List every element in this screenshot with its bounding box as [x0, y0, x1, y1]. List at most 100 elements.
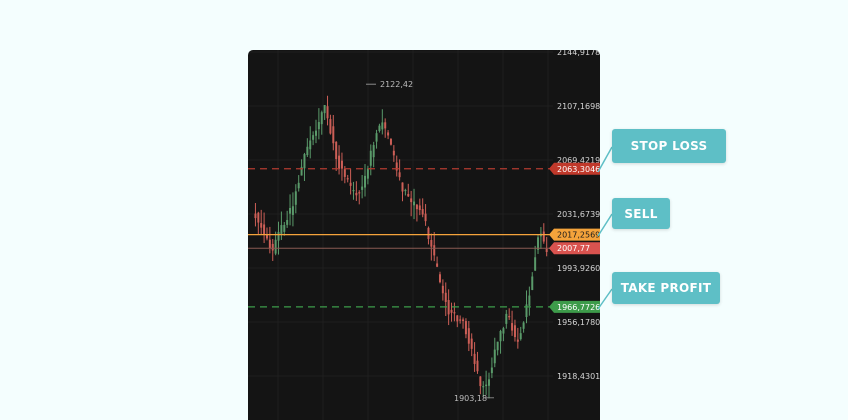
- candle-body: [349, 182, 352, 186]
- candle-body: [387, 132, 390, 136]
- sell-callout: SELL: [612, 198, 670, 229]
- candle-body: [361, 186, 364, 190]
- candle-body: [332, 126, 335, 144]
- candle-body: [395, 162, 398, 171]
- candle-body: [430, 240, 433, 247]
- candle-body: [257, 212, 260, 223]
- price-tick-label: 1956,17807: [557, 318, 600, 327]
- candle-body: [488, 379, 491, 386]
- take-profit-callout: TAKE PROFIT: [612, 272, 720, 304]
- entry-tag: [549, 228, 600, 241]
- candle-body: [265, 234, 268, 239]
- candle-body: [447, 300, 450, 315]
- candle-body: [421, 209, 424, 215]
- stop-loss-callout: STOP LOSS: [612, 129, 726, 163]
- candle-body: [404, 189, 407, 192]
- candle-body: [424, 213, 427, 222]
- candle-body: [398, 172, 401, 178]
- candle-body: [297, 182, 300, 189]
- candle-body: [312, 135, 315, 140]
- candle-body: [511, 323, 514, 331]
- candle-body: [369, 150, 372, 166]
- price-tick-label: 2107,16987: [557, 102, 600, 111]
- candle-body: [470, 338, 473, 349]
- candle-body: [545, 248, 548, 253]
- candle-body: [490, 367, 493, 374]
- candle-body: [542, 231, 545, 242]
- candle-body: [502, 328, 505, 334]
- take-profit-tag-label: 1966,77260: [557, 303, 600, 312]
- candle-body: [366, 168, 369, 179]
- candle-body: [534, 257, 537, 271]
- candle-body: [320, 112, 323, 125]
- candle-body: [314, 130, 317, 136]
- candle-body: [392, 150, 395, 156]
- price-tick-label: 2031,67397: [557, 210, 600, 219]
- candle-body: [450, 309, 453, 313]
- stop-loss-tag-label: 2063,30460: [557, 165, 600, 174]
- candle-body: [496, 341, 499, 351]
- entry-tag-label: 2017,25694: [557, 231, 600, 240]
- candle-body: [519, 333, 522, 340]
- candle-body: [476, 360, 479, 372]
- candle-body: [309, 140, 312, 150]
- candle-body: [485, 384, 488, 387]
- candle-body: [254, 213, 257, 219]
- candle-body: [444, 292, 447, 302]
- low-price-label: 1903,18: [454, 394, 487, 403]
- current-price-tag-label: 2007,77: [557, 244, 590, 253]
- candle-body: [340, 160, 343, 169]
- take-profit-tag: [549, 300, 600, 313]
- candle-body: [274, 239, 277, 254]
- candle-body: [338, 155, 341, 169]
- candle-body: [283, 224, 286, 232]
- candle-body: [462, 319, 465, 322]
- candle-body: [263, 224, 266, 235]
- candle-body: [358, 192, 361, 194]
- candle-body: [499, 330, 502, 342]
- high-price-label: 2122,42: [380, 80, 413, 89]
- candle-body: [303, 154, 306, 169]
- candle-body: [289, 208, 292, 214]
- candle-body: [433, 245, 436, 256]
- candle-body: [427, 227, 430, 239]
- candle-body: [343, 168, 346, 177]
- price-tick-label: 1993,92602: [557, 264, 600, 273]
- candle-body: [415, 204, 418, 210]
- candle-body: [329, 119, 332, 134]
- stop-loss-tag: [549, 162, 600, 175]
- candle-body: [479, 376, 482, 387]
- candle-body: [378, 125, 381, 131]
- candle-body: [260, 223, 263, 228]
- candle-body: [335, 141, 338, 160]
- candle-body: [516, 339, 519, 342]
- candle-body: [413, 201, 416, 206]
- candle-body: [375, 133, 378, 142]
- candle-body: [317, 122, 320, 130]
- candle-body: [456, 315, 459, 322]
- candle-body: [355, 192, 358, 196]
- candle-body: [513, 325, 516, 338]
- candle-body: [372, 145, 375, 158]
- candle-body: [389, 139, 392, 145]
- sell-connector: [597, 213, 613, 237]
- candle-body: [508, 316, 511, 318]
- candle-body: [467, 328, 470, 344]
- candle-body: [418, 205, 421, 211]
- candle-body: [482, 386, 485, 388]
- candle-body: [277, 231, 280, 241]
- candle-body: [410, 198, 413, 203]
- candle-body: [407, 193, 410, 197]
- candle-body: [271, 243, 274, 251]
- current-price-tag: [549, 242, 600, 255]
- candle-body: [280, 225, 283, 234]
- candle-body: [522, 322, 525, 329]
- candle-body: [537, 237, 540, 250]
- candle-body: [531, 276, 534, 290]
- candle-body: [464, 321, 467, 335]
